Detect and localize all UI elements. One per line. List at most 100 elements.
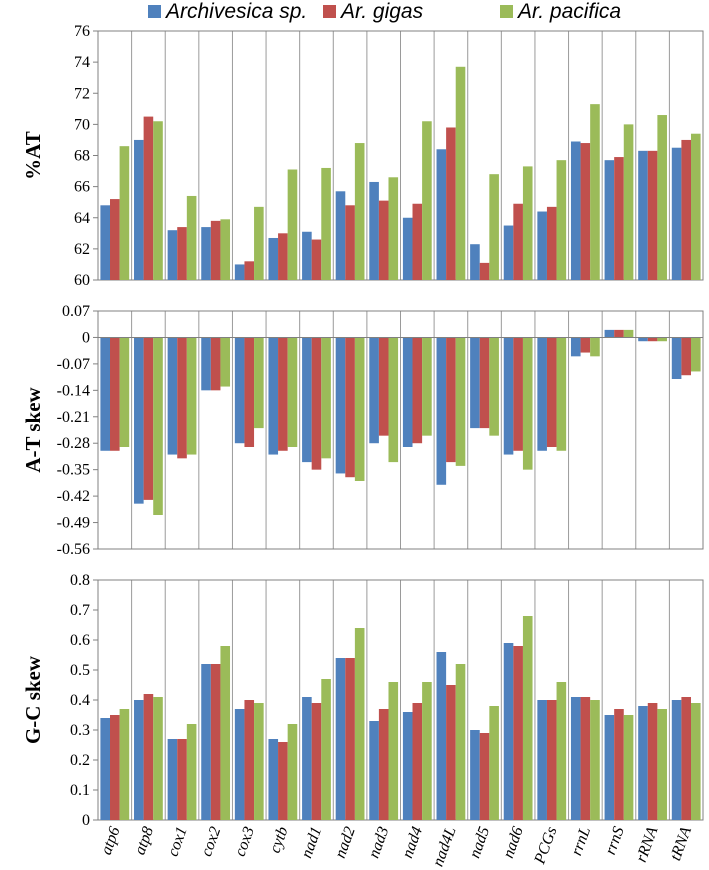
legend-item-0: Archivesica sp. (148, 0, 307, 23)
y-tick-label: -0.21 (57, 409, 90, 426)
bar-archivesica-sp--rrnS (604, 160, 615, 280)
bar-archivesica-sp--atp8 (134, 337, 144, 504)
plot-frame (97, 30, 704, 281)
y-tick-label: -0.42 (57, 488, 90, 505)
y-tick-label: 0.6 (70, 632, 90, 649)
bar-ar-gigas-atp6 (110, 199, 120, 280)
bar-ar-pacifica-nad5 (489, 174, 499, 280)
at-skew-panel: 0.07 0 -0.07 -0.14 -0.21 -0.28 -0.35 -0.42 -0.49… (21, 303, 704, 558)
bar-ar-pacifica-nad4L (455, 664, 466, 820)
y-tick-label: -0.14 (57, 382, 90, 399)
y-tick-label: 60 (74, 272, 90, 289)
bar-archivesica-sp--nad5 (470, 730, 480, 820)
x-tick-label: nad3 (366, 825, 393, 861)
bar-archivesica-sp--PCGs (537, 211, 547, 280)
plot-frame (97, 579, 704, 821)
x-tick-label: cox1 (164, 825, 190, 859)
y-tick-label: -0.35 (57, 462, 90, 479)
bar-archivesica-sp--rrnL (570, 697, 581, 820)
bar-archivesica-sp--nad2 (335, 658, 346, 820)
bar-ar-gigas-nad6 (513, 646, 523, 820)
bar-ar-gigas-nad5 (479, 337, 490, 429)
bar-ar-gigas-nad3 (378, 200, 389, 280)
bar-archivesica-sp--nad5 (470, 244, 480, 280)
y-tick-label: 0.3 (70, 722, 90, 739)
legend-swatch (148, 5, 161, 18)
bar-ar-pacifica-atp6 (119, 146, 130, 280)
bar-ar-gigas-rRNA (647, 337, 658, 342)
x-tick-label: nad6 (500, 825, 527, 861)
bar-archivesica-sp--cox1 (167, 337, 178, 455)
y-tick-label: -0.56 (57, 541, 90, 558)
bar-ar-pacifica-nad2 (354, 337, 365, 481)
bar-ar-gigas-cytb (278, 337, 288, 451)
x-tick-label: rRNA (633, 824, 662, 864)
bar-ar-pacifica-nad5 (489, 706, 499, 820)
bar-archivesica-sp--nad6 (503, 225, 514, 280)
bar-ar-pacifica-nad1 (321, 679, 331, 820)
bar-ar-pacifica-atp8 (153, 337, 163, 515)
bar-ar-pacifica-cox3 (254, 703, 264, 820)
bar-ar-gigas-nad6 (513, 203, 523, 280)
bar-archivesica-sp--nad6 (503, 337, 514, 455)
y-tick-label: 0.1 (70, 782, 90, 799)
bar-ar-pacifica-rrnS (623, 329, 634, 338)
legend-swatch (500, 5, 513, 18)
bar-ar-gigas-nad4 (412, 203, 423, 280)
bar-archivesica-sp--rrnL (570, 141, 581, 280)
bar-ar-pacifica-cox2 (220, 219, 231, 280)
bar-ar-pacifica-PCGs (556, 682, 567, 820)
bar-ar-gigas-cox1 (177, 739, 187, 820)
x-tick-label: tRNA (667, 824, 695, 863)
bar-ar-pacifica-nad2 (354, 628, 365, 820)
bar-archivesica-sp--nad1 (302, 231, 312, 280)
x-tick-label: atp8 (131, 825, 157, 858)
legend-label: Ar. gigas (339, 0, 424, 23)
bar-archivesica-sp--nad4 (402, 337, 413, 447)
bar-ar-gigas-nad4L (446, 685, 456, 820)
bar-ar-gigas-nad6 (513, 337, 523, 451)
bar-ar-pacifica-cox2 (220, 337, 231, 387)
bar-ar-gigas-rRNA (647, 703, 658, 820)
y-tick-label: 0 (82, 329, 90, 346)
bar-ar-pacifica-nad6 (522, 166, 533, 280)
y-tick-label: 0.8 (70, 572, 90, 589)
x-tick-label: rrnS (602, 825, 628, 858)
bar-ar-gigas-atp8 (143, 694, 154, 820)
y-tick-label: 64 (74, 210, 90, 227)
bar-ar-gigas-PCGs (546, 206, 557, 280)
bar-ar-gigas-cox2 (210, 337, 221, 391)
bar-archivesica-sp--cox1 (167, 739, 178, 820)
y-tick-label: -0.28 (57, 435, 90, 452)
bar-archivesica-sp--nad4 (402, 217, 413, 280)
bar-archivesica-sp--PCGs (537, 337, 547, 451)
y-tick-label: 74 (74, 54, 90, 71)
bar-ar-gigas-cytb (278, 233, 288, 280)
bar-ar-gigas-cox1 (177, 227, 187, 280)
bar-archivesica-sp--rRNA (638, 337, 648, 342)
bar-ar-pacifica-cytb (287, 724, 298, 820)
bar-archivesica-sp--nad4L (436, 337, 447, 485)
y-axis-label: G-C skew (21, 655, 45, 744)
y-tick-label: 62 (74, 241, 90, 258)
bar-ar-gigas-nad2 (345, 205, 355, 280)
bar-ar-pacifica-nad4L (455, 337, 466, 466)
x-tick-label: nad4 (399, 825, 426, 861)
y-tick-label: 76 (74, 23, 90, 40)
y-tick-label: 0.2 (70, 752, 90, 769)
x-tick-label: atp6 (98, 825, 124, 858)
bar-ar-pacifica-nad3 (388, 177, 399, 280)
bar-ar-pacifica-nad4L (455, 66, 466, 280)
bar-ar-gigas-rrnL (580, 697, 591, 820)
bar-ar-gigas-nad5 (479, 262, 490, 280)
bar-ar-gigas-rrnS (614, 157, 624, 280)
bar-ar-gigas-nad2 (345, 658, 355, 820)
bar-ar-pacifica-cytb (287, 169, 298, 280)
bar-ar-gigas-atp8 (143, 116, 154, 280)
bar-ar-pacifica-atp6 (119, 337, 130, 447)
y-tick-label: -0.49 (57, 515, 90, 532)
legend-item-1: Ar. gigas (323, 0, 424, 23)
bar-ar-gigas-rrnL (580, 143, 591, 280)
bar-ar-gigas-cox3 (244, 337, 255, 447)
